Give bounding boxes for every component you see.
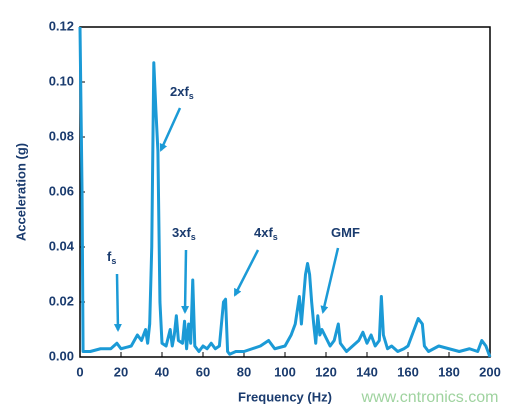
series-line bbox=[78, 26, 492, 358]
y-tick-label: 0.02 bbox=[49, 293, 74, 308]
y-tick-label: 0.12 bbox=[49, 18, 74, 33]
annotation: GMF bbox=[331, 225, 360, 240]
annotation: 2xfs bbox=[170, 84, 194, 101]
y-tick-label: 0.06 bbox=[49, 183, 74, 198]
y-tick-label: 0.04 bbox=[49, 238, 75, 253]
arrow bbox=[233, 249, 260, 297]
x-tick-label: 140 bbox=[356, 364, 378, 379]
arrow bbox=[113, 273, 122, 332]
x-tick-label: 40 bbox=[155, 364, 169, 379]
x-tick-label: 160 bbox=[397, 364, 419, 379]
annotations: fs 2xfs 3xfs 4xfs GMF bbox=[107, 84, 360, 332]
x-tick-label: 200 bbox=[479, 364, 501, 379]
x-tick-label: 180 bbox=[438, 364, 460, 379]
y-tick-label: 0.10 bbox=[49, 73, 74, 88]
annotation: fs bbox=[107, 249, 116, 266]
arrow bbox=[181, 249, 190, 314]
x-tick-label: 80 bbox=[237, 364, 251, 379]
x-axis-label: Frequency (Hz) bbox=[238, 389, 332, 404]
arrow bbox=[159, 107, 182, 152]
annotation: 4xfs bbox=[254, 225, 278, 242]
x-tick-label: 120 bbox=[315, 364, 337, 379]
plot-frame bbox=[79, 26, 491, 358]
y-tick-label: 0.00 bbox=[49, 348, 74, 363]
watermark: www.cntronics.com bbox=[361, 389, 499, 406]
annotation: 3xfs bbox=[172, 225, 196, 242]
arrow bbox=[320, 247, 340, 314]
x-tick-label: 60 bbox=[196, 364, 210, 379]
x-tick-label: 0 bbox=[76, 364, 83, 379]
y-axis-label: Acceleration (g) bbox=[13, 143, 28, 241]
x-tick-label: 20 bbox=[114, 364, 128, 379]
y-tick-label: 0.08 bbox=[49, 128, 74, 143]
x-tick-label: 100 bbox=[274, 364, 296, 379]
